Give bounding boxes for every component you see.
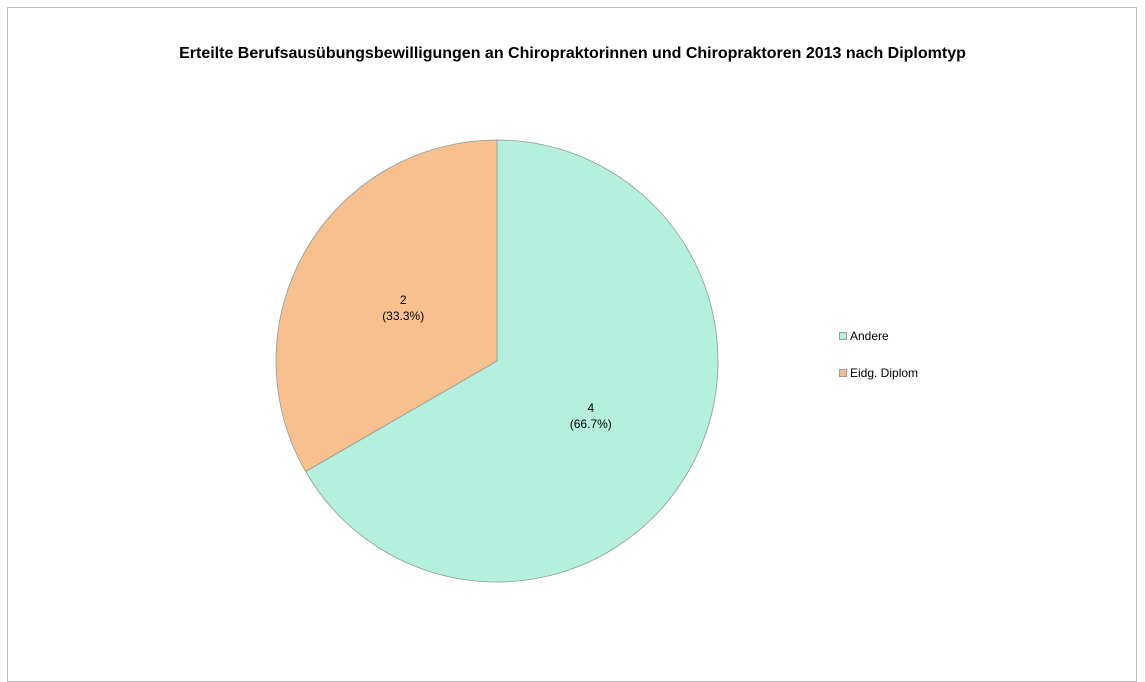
pie-slice-andere [305, 139, 719, 583]
legend: Andere Eidg. Diplom [839, 328, 918, 402]
legend-item-eidg-diplom: Eidg. Diplom [839, 365, 918, 381]
legend-label-eidg-diplom: Eidg. Diplom [850, 366, 919, 380]
chart-title: Erteilte Berufsausübungsbewilligungen an… [179, 45, 966, 62]
legend-item-andere: Andere [839, 328, 918, 344]
pie-data-labels: 4 (66.7%) 2 (33.3%) [382, 293, 612, 431]
legend-label-andere: Andere [850, 329, 889, 343]
data-label-value-andere: 4 [587, 401, 594, 415]
pie-slices [275, 139, 719, 583]
legend-swatch-andere [839, 332, 847, 340]
pie-slice-eidg-diplom [275, 139, 498, 473]
legend-swatch-eidg-diplom [839, 369, 847, 377]
data-label-value-eidg-diplom: 2 [400, 293, 407, 307]
data-label-percent-eidg-diplom: (33.3%) [382, 309, 424, 323]
data-label-percent-andere: (66.7%) [570, 417, 612, 431]
